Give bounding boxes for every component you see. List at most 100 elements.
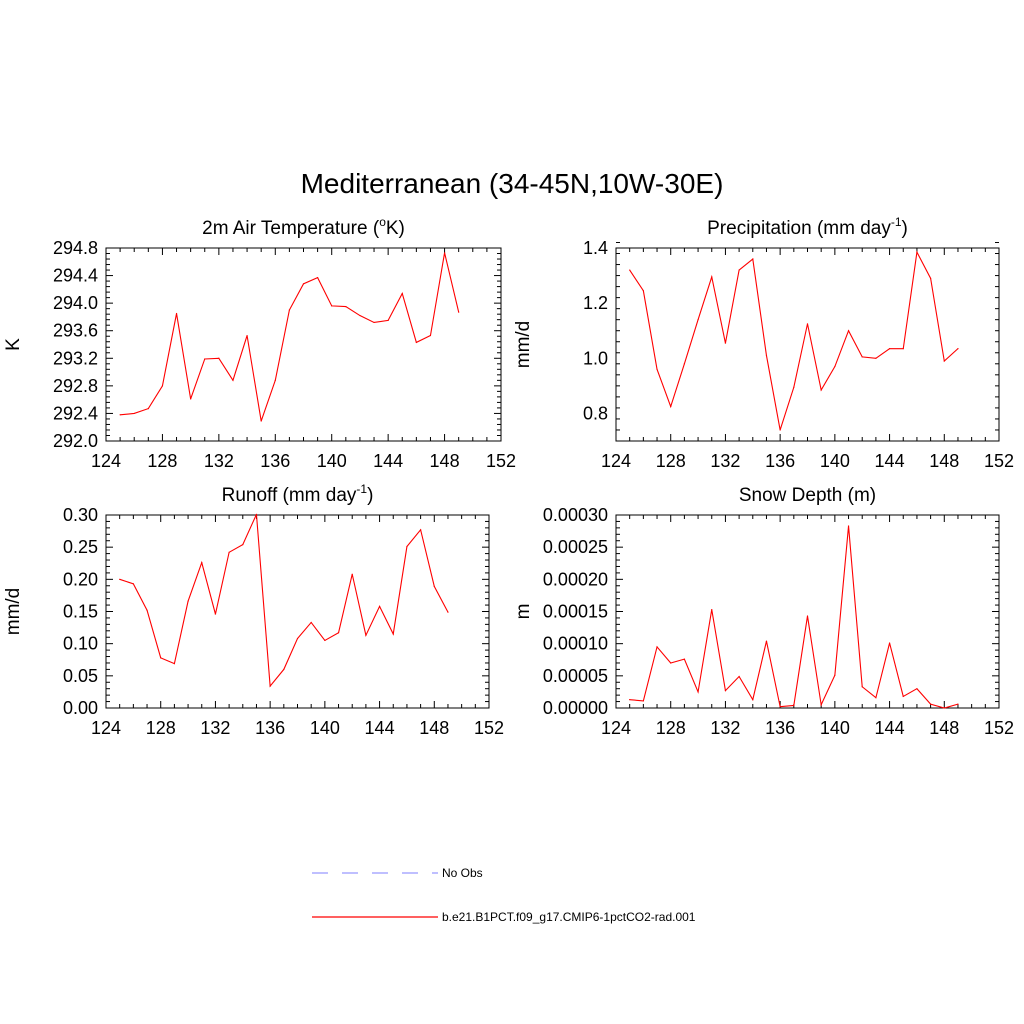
data-point <box>201 562 203 564</box>
chart-panel-4: Snow Depth (m) m 124 128 132 136 140 144 148 152 0… <box>513 485 1014 738</box>
y-tick-label: 0.25 <box>63 537 98 557</box>
x-tick-label: 132 <box>204 451 234 471</box>
data-point <box>793 386 795 388</box>
legend: No Obs b.e21.B1PCT.f09_g17.CMIP6-1pctCO2-… <box>312 866 696 924</box>
y-tick-label: 293.6 <box>53 321 98 341</box>
y-tick-label: 1.4 <box>583 238 608 258</box>
y-axis-label: m <box>513 604 534 620</box>
data-point <box>930 703 932 705</box>
y-tick-label: 0.15 <box>63 602 98 622</box>
data-point <box>834 674 836 676</box>
data-point <box>415 341 417 344</box>
data-point <box>331 305 333 307</box>
data-point <box>724 690 727 692</box>
chart-panel-1: 2m Air Temperature (oK) K 124 128 132 136 140 1… <box>3 215 516 471</box>
data-point <box>888 642 891 644</box>
y-tick-label: 292.4 <box>53 403 98 423</box>
x-tick-label: 148 <box>929 718 959 738</box>
data-point <box>847 525 850 527</box>
panel-title-tail: ) <box>902 218 908 239</box>
series-line <box>120 252 460 422</box>
data-point <box>365 634 367 636</box>
data-point <box>793 704 795 707</box>
data-point <box>847 330 850 332</box>
data-point <box>875 357 877 359</box>
data-point <box>228 551 230 553</box>
data-point <box>429 334 432 337</box>
x-tick-label: 144 <box>365 718 395 738</box>
data-point <box>861 686 863 688</box>
x-tick-label: 136 <box>255 718 285 738</box>
data-point <box>447 611 449 613</box>
y-tick-label: 0.00005 <box>543 666 608 686</box>
panel-title-main: Precipitation (mm day <box>707 218 891 239</box>
x-tick-label: 136 <box>765 451 795 471</box>
data-point <box>916 688 918 690</box>
x-tick-label: 144 <box>875 718 905 738</box>
data-point <box>378 605 381 607</box>
x-tick-label: 144 <box>875 451 905 471</box>
data-point <box>283 668 285 671</box>
legend-label-1: No Obs <box>442 866 483 880</box>
data-point <box>232 379 234 381</box>
y-tick-label: 0.00030 <box>543 505 608 525</box>
data-point <box>160 657 162 659</box>
data-point <box>779 429 781 431</box>
series-line <box>629 525 959 709</box>
data-point <box>296 637 299 640</box>
panel-title: Runoff (mm day-1) <box>222 482 374 506</box>
data-point <box>697 691 699 693</box>
y-tick-label: 292.8 <box>53 376 98 396</box>
data-point <box>373 321 375 324</box>
data-point <box>246 334 248 337</box>
y-tick-label: 0.20 <box>63 569 98 589</box>
data-point <box>806 615 809 617</box>
y-axis-label: mm/d <box>513 321 534 369</box>
data-point <box>161 385 164 387</box>
x-tick-label: 148 <box>929 451 959 471</box>
data-point <box>902 348 904 350</box>
data-point <box>119 414 121 416</box>
panel-title-main: Snow Depth (m) <box>739 485 876 506</box>
panel-title-superscript: o <box>379 215 386 229</box>
y-tick-label: 294.4 <box>53 266 98 286</box>
y-tick-label: 0.00 <box>63 698 98 718</box>
x-tick-label: 128 <box>656 451 686 471</box>
data-point <box>324 639 326 642</box>
data-point <box>288 309 290 311</box>
data-point <box>875 697 877 699</box>
data-point <box>187 600 189 602</box>
data-point <box>902 695 904 698</box>
x-tick-label: 148 <box>419 718 449 738</box>
data-point <box>351 573 353 575</box>
plot-frame <box>105 247 502 442</box>
x-tick-label: 140 <box>310 718 340 738</box>
y-tick-label: 0.00020 <box>543 569 608 589</box>
panel-title-main: Runoff (mm day <box>222 485 357 506</box>
y-tick-label: 0.00010 <box>543 634 608 654</box>
x-tick-label: 140 <box>317 451 347 471</box>
data-point <box>218 357 220 359</box>
chart-panel-2: Precipitation (mm day-1) mm/d 124 128 132 136… <box>513 215 1014 471</box>
data-point <box>779 706 781 708</box>
data-point <box>888 348 891 350</box>
data-point <box>724 342 727 344</box>
data-point <box>433 585 435 588</box>
x-tick-label: 124 <box>601 718 631 738</box>
data-point <box>310 621 312 624</box>
plot-frame <box>615 514 1000 709</box>
data-point <box>629 699 631 701</box>
data-point <box>420 529 422 531</box>
x-tick-label: 124 <box>91 451 121 471</box>
data-point <box>930 277 932 279</box>
x-tick-label: 128 <box>147 451 177 471</box>
data-point <box>147 408 149 410</box>
panel-title-main: 2m Air Temperature ( <box>202 218 380 239</box>
y-axis-label: K <box>3 338 24 351</box>
data-point <box>683 658 685 660</box>
panel-title: Precipitation (mm day-1) <box>707 215 908 239</box>
plot-frame <box>105 514 490 709</box>
data-point <box>359 314 361 317</box>
data-point <box>406 545 408 548</box>
data-point <box>861 356 863 358</box>
